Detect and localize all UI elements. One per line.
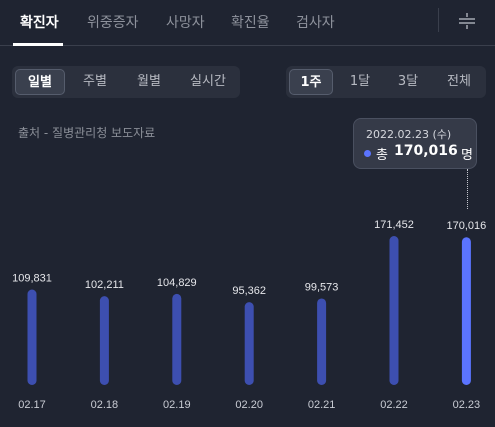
tooltip-date: 2022.02.23 (수) — [366, 128, 452, 141]
bar-value-label: 170,016 — [447, 220, 487, 232]
source-text: 출처 - 질병관리청 보도자료 — [18, 126, 156, 140]
tab-deaths[interactable]: 사망자 — [166, 15, 205, 31]
range-1week[interactable]: 1주 — [289, 69, 333, 95]
bar-02.19[interactable] — [172, 293, 182, 385]
bar-value-label: 104,829 — [157, 277, 197, 289]
period-realtime[interactable]: 실시간 — [190, 74, 226, 89]
tab-critical[interactable]: 위중증자 — [87, 15, 139, 31]
bar-value-label: 171,452 — [374, 219, 414, 231]
tooltip-guide-line — [467, 169, 468, 209]
x-tick-label: 02.19 — [163, 399, 191, 411]
x-tick-label: 02.22 — [380, 399, 408, 411]
period-daily[interactable]: 일별 — [15, 69, 65, 95]
active-tab-indicator — [13, 43, 63, 46]
bar-02.23[interactable] — [461, 237, 471, 385]
tooltip-series-dot — [364, 150, 371, 157]
x-tick-label: 02.17 — [18, 399, 46, 411]
period-monthly[interactable]: 월별 — [137, 74, 161, 89]
bar-02.22[interactable] — [389, 236, 399, 385]
top-tab-bar: 확진자 위중증자 사망자 확진율 검사자 — [0, 0, 495, 46]
tab-confirmed[interactable]: 확진자 — [20, 15, 59, 31]
tab-positive-rate[interactable]: 확진율 — [231, 15, 270, 31]
x-tick-label: 02.21 — [308, 399, 336, 411]
tooltip-value: 170,016 — [394, 143, 458, 159]
tab-tested[interactable]: 검사자 — [296, 15, 335, 31]
filter-adjust-icon[interactable] — [456, 10, 478, 32]
range-1month[interactable]: 1달 — [349, 74, 371, 89]
bar-value-label: 102,211 — [85, 279, 124, 291]
range-selector: 1주 1달 3달 전체 — [286, 66, 486, 98]
tooltip-unit: 명 — [461, 148, 473, 163]
x-tick-label: 02.20 — [235, 399, 263, 411]
bar-02.21[interactable] — [317, 298, 327, 385]
period-selector: 일별 주별 월별 실시간 — [12, 66, 240, 98]
x-tick-label: 02.18 — [91, 399, 119, 411]
range-3months[interactable]: 3달 — [397, 74, 419, 89]
bar-02.20[interactable] — [244, 302, 254, 385]
chart-tooltip: 2022.02.23 (수) 총 170,016 명 — [353, 118, 477, 169]
bar-value-label: 95,362 — [232, 285, 266, 297]
range-all[interactable]: 전체 — [447, 74, 471, 89]
bar-02.17[interactable] — [27, 289, 37, 385]
bar-value-label: 109,831 — [12, 273, 52, 285]
tooltip-label: 총 — [376, 148, 388, 163]
tab-divider — [438, 8, 439, 32]
period-weekly[interactable]: 주별 — [83, 74, 107, 89]
bar-value-label: 99,573 — [305, 281, 339, 293]
x-tick-label: 02.23 — [453, 399, 481, 411]
bar-02.18[interactable] — [99, 296, 109, 385]
